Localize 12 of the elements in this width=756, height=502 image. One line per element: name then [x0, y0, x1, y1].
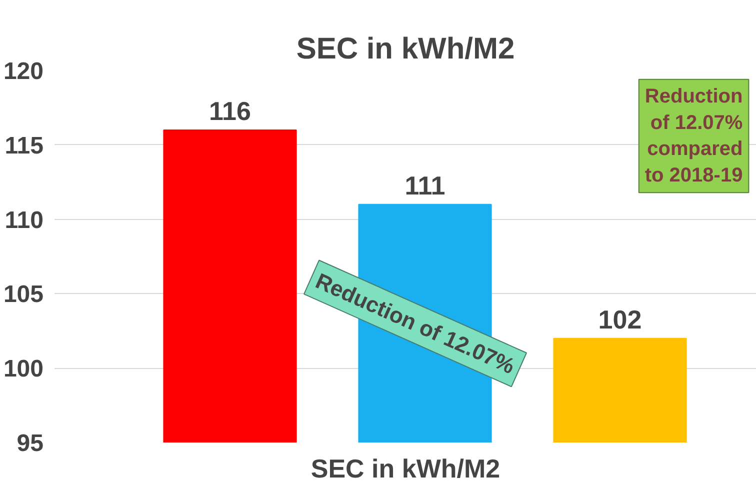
y-tick-label: 95: [16, 430, 44, 457]
x-axis-title: SEC in kWh/M2: [310, 454, 500, 484]
y-tick-label: 100: [3, 356, 44, 383]
data-label: 116: [209, 96, 251, 126]
y-tick-label: 120: [3, 58, 44, 85]
chart-title: SEC in kWh/M2: [296, 32, 515, 66]
annotation: Reduction of 12.07% compared to 2018-19: [644, 85, 743, 187]
y-tick-label: 110: [4, 206, 44, 234]
data-label: 102: [598, 304, 642, 334]
data-label: 111: [404, 170, 446, 200]
y-tick-label: 105: [3, 281, 44, 308]
y-tick-label: 115: [4, 132, 44, 160]
